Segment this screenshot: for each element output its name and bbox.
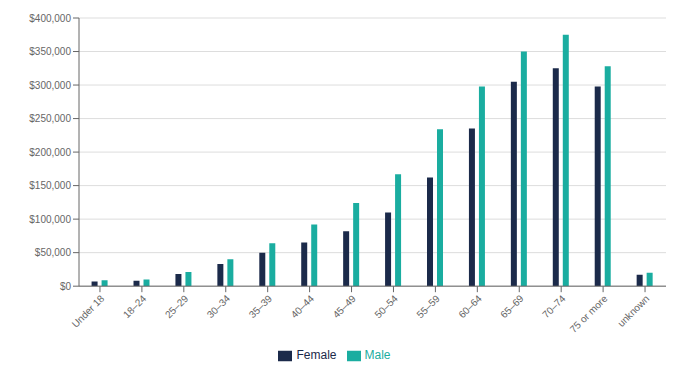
svg-text:$0: $0 [60, 281, 72, 292]
html-text:Female: Female [296, 348, 337, 363]
svg-text:70–74: 70–74 [540, 293, 568, 321]
svg-text:45–49: 45–49 [331, 293, 359, 321]
svg-text:35–39: 35–39 [247, 293, 275, 321]
svg-text:30–34: 30–34 [205, 293, 233, 321]
svg-text:40–44: 40–44 [289, 293, 317, 321]
svg-text:$50,000: $50,000 [35, 247, 72, 258]
svg-text:55–59: 55–59 [414, 293, 442, 321]
svg-text:75 or more: 75 or more [568, 293, 610, 335]
svg-text:Under 18: Under 18 [70, 293, 107, 330]
svg-text:18–24: 18–24 [121, 293, 149, 321]
svg-text:$200,000: $200,000 [29, 147, 71, 158]
svg-text:$150,000: $150,000 [29, 180, 71, 191]
svg-text:65–69: 65–69 [498, 293, 526, 321]
svg-text:unknown: unknown [615, 293, 651, 329]
svg-text:$100,000: $100,000 [29, 214, 71, 225]
svg-text:25–29: 25–29 [163, 293, 191, 321]
html-text:Male: Male [364, 348, 391, 363]
svg-text:$250,000: $250,000 [29, 113, 71, 124]
svg-text:$300,000: $300,000 [29, 80, 71, 91]
svg-text:$400,000: $400,000 [29, 13, 71, 24]
svg-text:50–54: 50–54 [372, 293, 400, 321]
svg-text:60–64: 60–64 [456, 293, 484, 321]
svg-text:$350,000: $350,000 [29, 46, 71, 57]
